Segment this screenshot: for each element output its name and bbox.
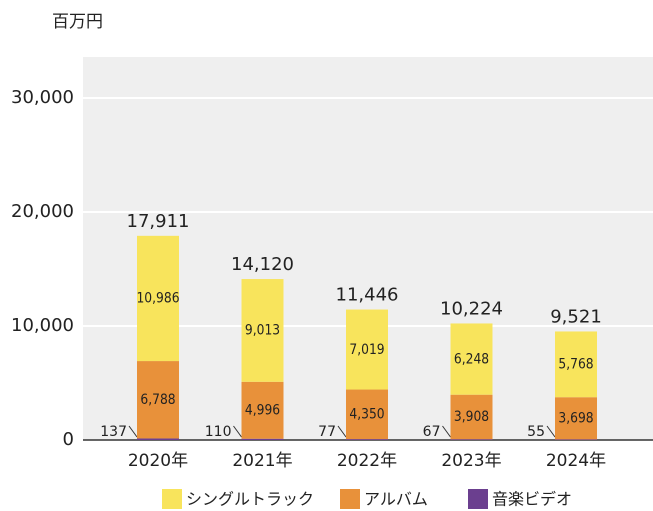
y-tick-label: 0: [63, 429, 74, 450]
value-label: 10,986: [136, 291, 179, 307]
x-tick-label: 2024年: [546, 451, 606, 471]
value-label: 5,768: [558, 357, 593, 373]
legend-label: 音楽ビデオ: [492, 490, 572, 509]
value-label: 6,248: [454, 352, 489, 368]
x-tick-label: 2023年: [441, 451, 501, 471]
bar-segment: [555, 331, 597, 398]
y-tick-label: 20,000: [11, 201, 74, 222]
value-label: 137: [100, 424, 127, 440]
bar-segment: [241, 381, 284, 439]
total-label: 14,120: [231, 254, 294, 275]
value-label: 4,350: [349, 407, 384, 423]
value-label: 9,013: [245, 323, 280, 339]
bar-segment: [137, 361, 179, 439]
legend-label: アルバム: [364, 490, 428, 509]
legend-swatch: [340, 489, 360, 509]
leader-line: [442, 425, 451, 438]
value-label: 7,019: [349, 342, 384, 358]
bar-segment: [450, 439, 493, 440]
y-tick-label: 10,000: [11, 315, 74, 336]
bar-segment: [450, 323, 493, 395]
value-label: 77: [318, 424, 336, 440]
x-tick-label: 2020年: [128, 451, 188, 471]
total-label: 11,446: [336, 285, 399, 306]
bar-segment: [241, 279, 284, 382]
legend-swatch: [162, 489, 182, 509]
value-label: 3,908: [454, 410, 489, 426]
leader-line: [337, 425, 347, 438]
total-label: 10,224: [440, 298, 503, 319]
bar-segment: [137, 235, 179, 362]
value-label: 4,996: [245, 403, 280, 419]
x-tick-label: 2022年: [337, 451, 397, 471]
y-tick-label: 30,000: [11, 87, 74, 108]
y-unit: 百万円: [52, 12, 103, 32]
value-label: 6,788: [140, 392, 175, 408]
bar-segment: [346, 309, 388, 390]
leader-line: [546, 425, 556, 438]
x-tick-label: 2021年: [232, 451, 292, 471]
value-label: 67: [423, 424, 441, 440]
value-label: 110: [205, 424, 232, 440]
total-label: 9,521: [550, 306, 602, 327]
bar-segment: [346, 439, 388, 440]
legend-swatch: [468, 489, 488, 509]
bar-segment: [137, 438, 179, 440]
bar-segment: [241, 438, 284, 440]
bar-segment: [346, 389, 388, 440]
value-label: 3,698: [558, 411, 593, 427]
bar-segment: [555, 439, 597, 440]
leader-line: [128, 425, 138, 438]
total-label: 17,911: [127, 211, 190, 232]
bar-segment: [555, 397, 597, 440]
value-label: 55: [527, 424, 545, 440]
leader-line: [233, 425, 242, 438]
bar-segment: [450, 394, 493, 440]
legend-label: シングルトラック: [186, 490, 314, 509]
